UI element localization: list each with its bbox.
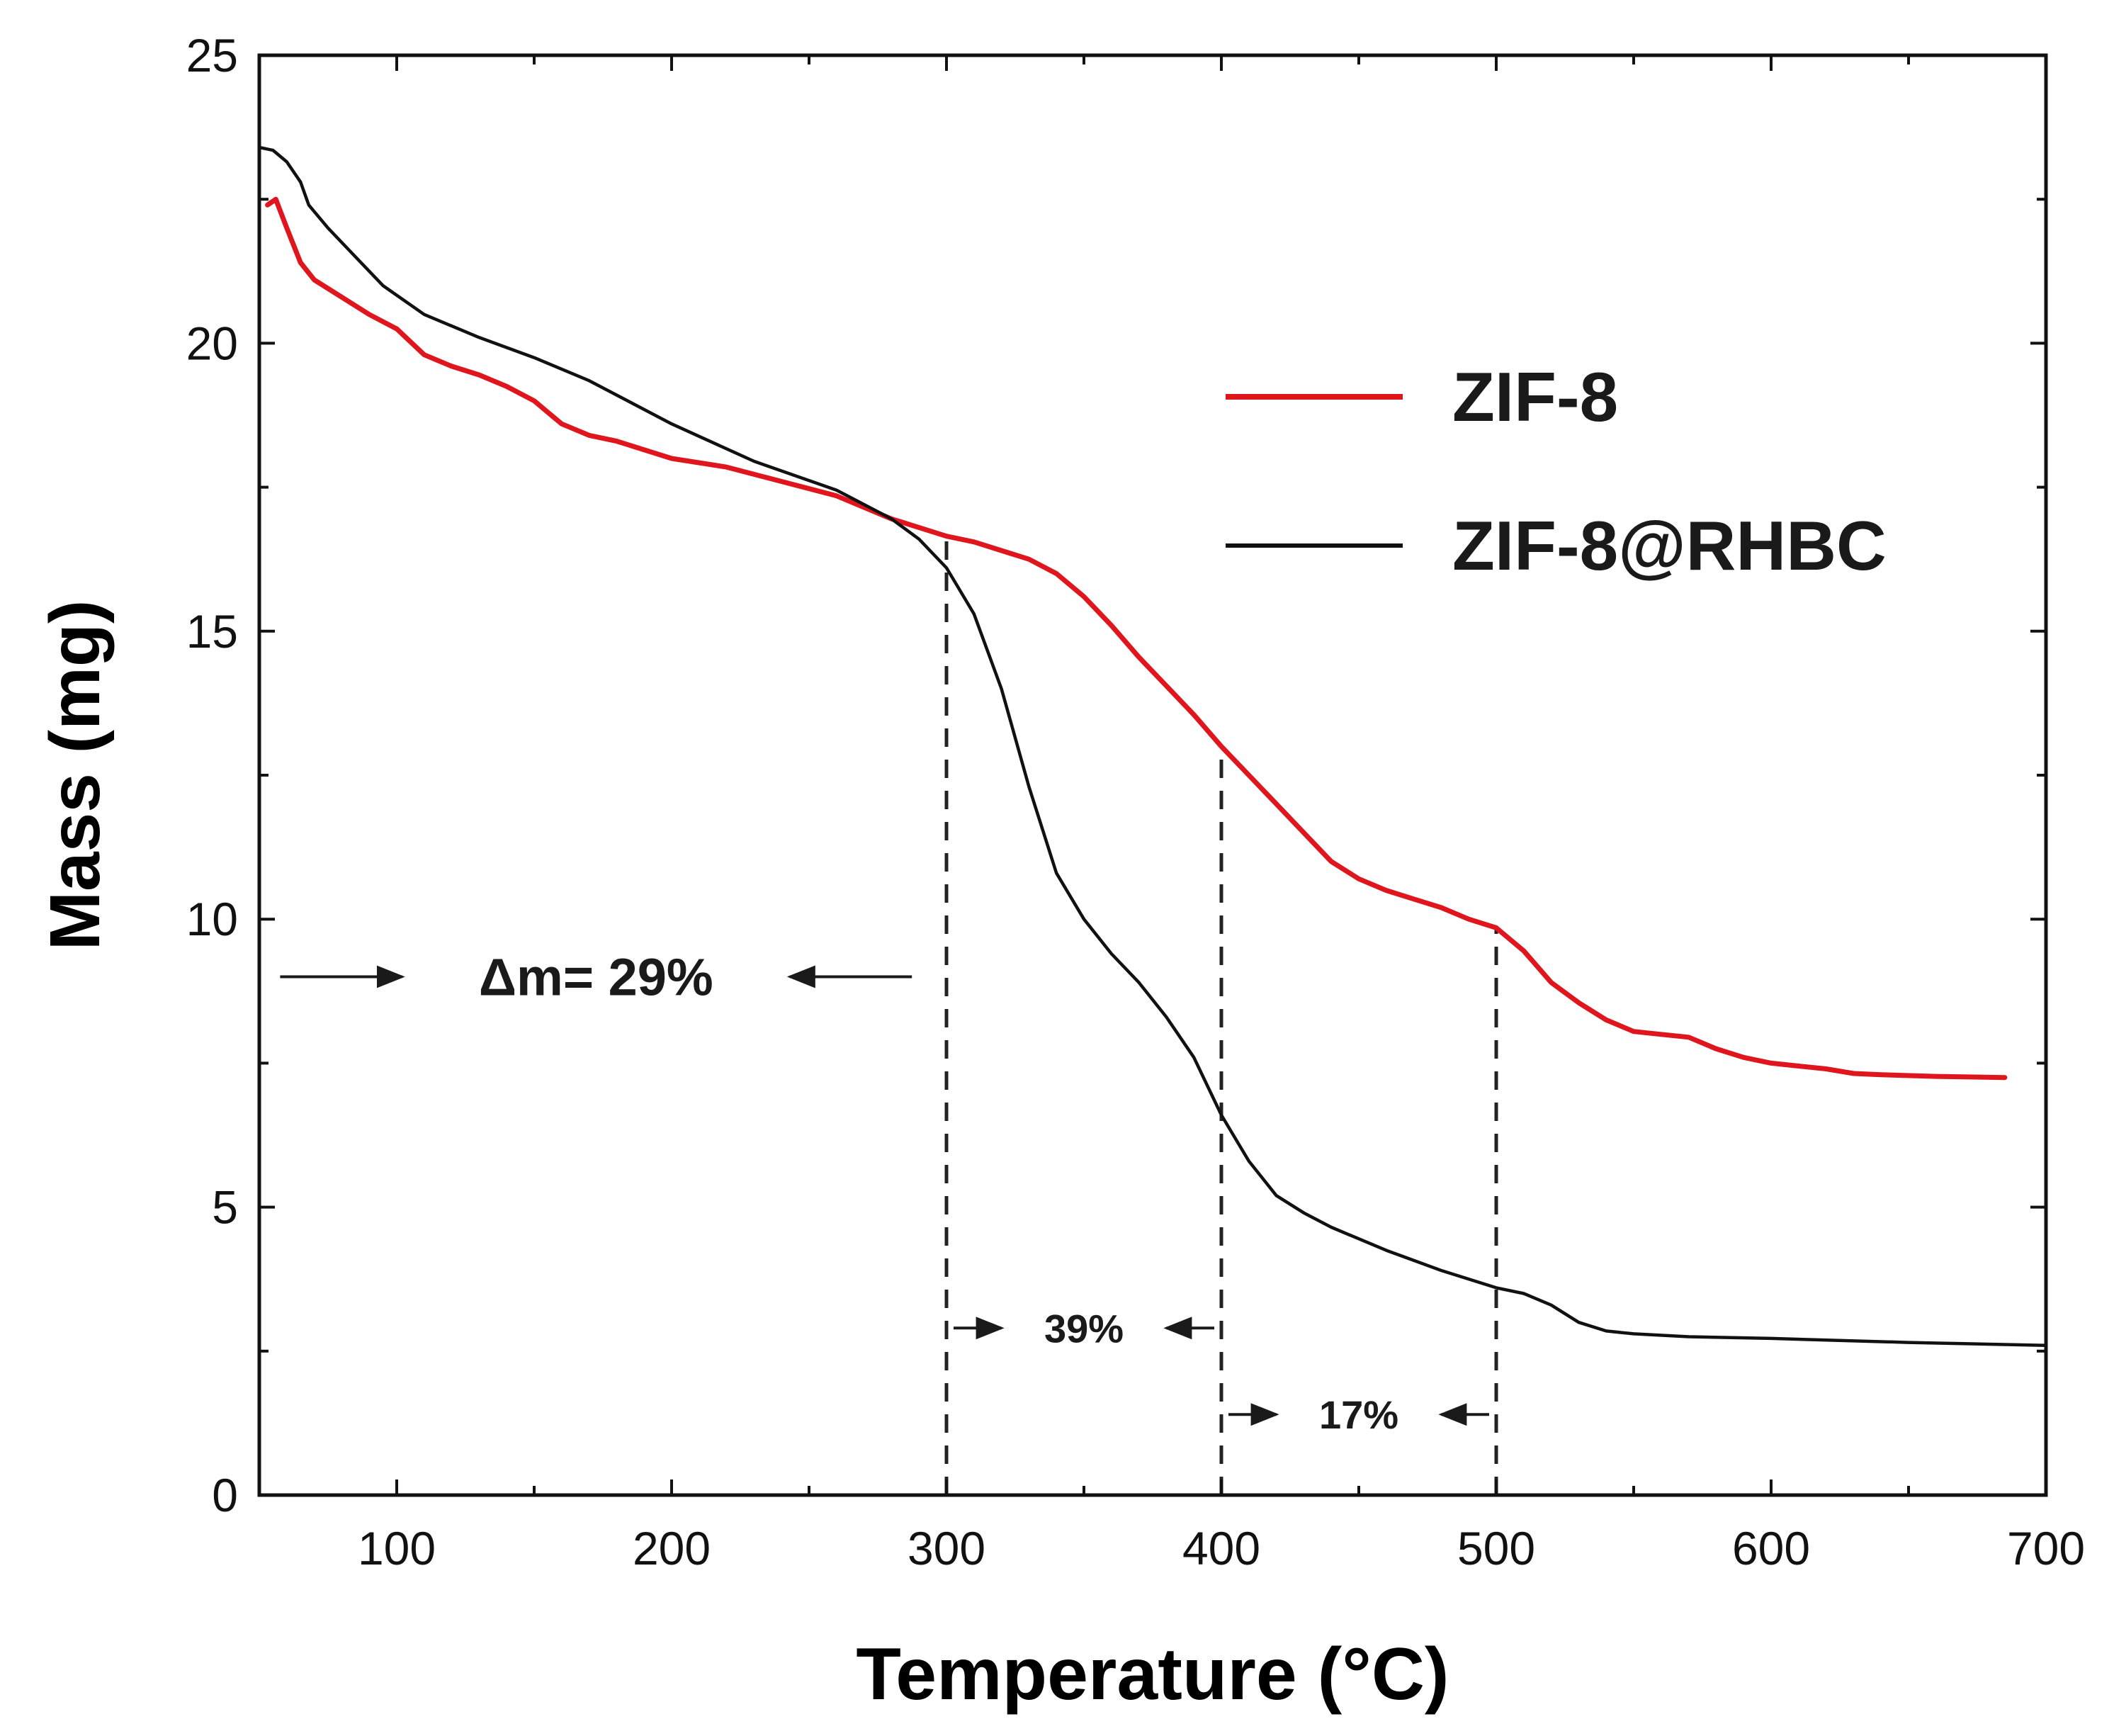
- x-tick-label: 300: [908, 1522, 985, 1574]
- y-tick-label: 15: [186, 605, 238, 658]
- annotation-label: 17%: [1319, 1392, 1398, 1437]
- y-tick-label: 0: [212, 1469, 238, 1521]
- x-tick-label: 600: [1732, 1522, 1810, 1574]
- annotation-2: 17%: [1228, 1392, 1489, 1437]
- annotation-1: 39%: [954, 1306, 1214, 1351]
- x-tick-label: 400: [1182, 1522, 1260, 1574]
- legend-label: ZIF-8@RHBC: [1452, 507, 1887, 585]
- y-tick-label: 5: [212, 1181, 238, 1234]
- series-line-zif-8: [265, 196, 2008, 1081]
- plot-frame: [257, 53, 2048, 1497]
- x-tick-label: 200: [633, 1522, 711, 1574]
- annotation-0: Δm= 29%: [280, 947, 912, 1006]
- annotation-label: 39%: [1044, 1306, 1124, 1351]
- legend-label: ZIF-8: [1452, 358, 1618, 436]
- x-tick-label: 700: [2007, 1522, 2085, 1574]
- x-tick-label: 100: [358, 1522, 436, 1574]
- series-line-zif-8-rhbc: [257, 145, 2048, 1347]
- x-axis-title: Temperature (°C): [856, 1633, 1449, 1715]
- legend-entry-0: ZIF-8: [1226, 358, 1618, 436]
- x-tick-label: 500: [1457, 1522, 1535, 1574]
- y-axis-title: Mass (mg): [35, 600, 115, 951]
- y-tick-label: 20: [186, 317, 238, 369]
- legend-entry-1: ZIF-8@RHBC: [1226, 507, 1887, 585]
- y-tick-label: 10: [186, 893, 238, 945]
- y-tick-label: 25: [186, 29, 238, 81]
- annotation-label: Δm= 29%: [479, 947, 713, 1006]
